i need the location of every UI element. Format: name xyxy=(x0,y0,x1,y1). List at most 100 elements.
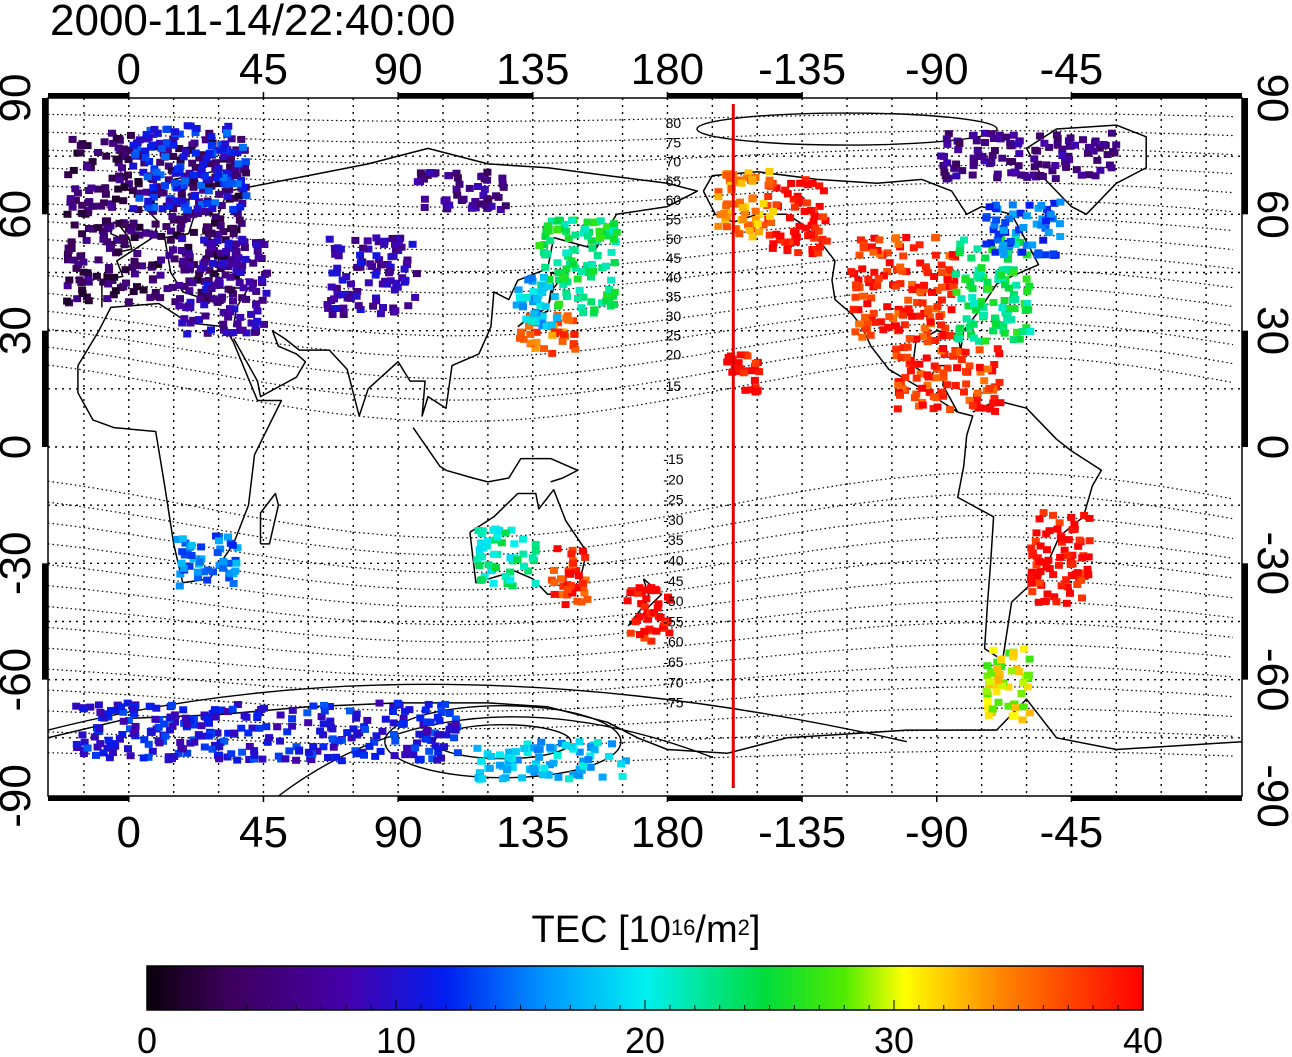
magnetic-contour-line xyxy=(48,320,1234,380)
tec-pixel xyxy=(328,269,337,277)
tec-pixel xyxy=(1035,558,1044,565)
tec-pixel xyxy=(197,722,206,730)
tec-pixel xyxy=(148,261,157,269)
tec-pixel xyxy=(178,197,187,205)
tec-pixel xyxy=(195,316,203,324)
tec-pixel xyxy=(652,627,661,635)
tec-pixel xyxy=(920,324,929,332)
tec-pixel xyxy=(141,147,150,155)
tec-pixel xyxy=(1084,143,1093,151)
tec-pixel xyxy=(924,373,933,381)
tec-pixel xyxy=(228,705,237,713)
colorbar-tick-label: 0 xyxy=(137,1020,157,1057)
tec-pixel xyxy=(177,188,186,196)
tec-pixel xyxy=(122,279,130,287)
tec-pixel xyxy=(164,176,173,184)
tec-pixel xyxy=(962,380,971,388)
tec-pixel xyxy=(492,564,500,572)
tec-pixel xyxy=(156,294,165,302)
tec-pixel xyxy=(103,217,112,225)
tec-pixel xyxy=(995,350,1004,358)
tec-pixel xyxy=(541,263,550,271)
tec-pixel xyxy=(202,285,211,293)
tec-pixel xyxy=(967,254,976,262)
tec-pixel xyxy=(997,271,1006,279)
tec-pixel xyxy=(1099,141,1108,148)
tec-pixel xyxy=(227,155,235,163)
tec-pixel xyxy=(722,171,731,179)
tec-pixel xyxy=(245,742,254,750)
tec-pixel xyxy=(552,314,561,322)
tec-pixel xyxy=(1009,336,1018,344)
tec-pixel xyxy=(1002,133,1010,141)
tec-pixel xyxy=(1053,135,1062,142)
tec-pixel xyxy=(873,281,882,289)
tec-pixel xyxy=(184,243,193,251)
tec-pixel xyxy=(538,312,547,320)
tec-pixel xyxy=(898,385,907,393)
tec-pixel xyxy=(989,135,998,142)
tec-pixel xyxy=(186,319,195,327)
tec-pixel xyxy=(258,755,267,763)
tec-pixel xyxy=(82,293,91,301)
frame-bar-top xyxy=(667,93,803,98)
tec-pixel xyxy=(216,545,225,553)
tec-pixel xyxy=(577,268,586,276)
tec-pixel xyxy=(991,320,1000,328)
tec-pixel xyxy=(923,381,932,389)
tec-pixel xyxy=(952,172,961,180)
tec-pixel xyxy=(228,541,237,549)
tec-pixel xyxy=(152,173,161,181)
tec-pixel xyxy=(869,248,878,256)
tec-pixel xyxy=(965,396,974,404)
tec-pixel xyxy=(647,637,656,645)
tec-pixel xyxy=(151,715,160,723)
tec-pixel xyxy=(444,172,453,180)
tec-pixel xyxy=(1031,146,1040,154)
tec-pixel xyxy=(1071,141,1079,149)
maglat-label: 70 xyxy=(666,154,682,170)
tec-pixel xyxy=(124,298,133,306)
tec-pixel xyxy=(102,152,111,160)
tec-pixel xyxy=(1042,217,1050,225)
tec-pixel xyxy=(78,290,87,297)
tec-pixel xyxy=(540,273,548,281)
tec-pixel xyxy=(348,291,357,299)
tec-pixel xyxy=(955,330,964,338)
tec-pixel xyxy=(561,741,570,749)
maglat-label: -50 xyxy=(663,593,683,609)
tec-pixel xyxy=(970,158,979,166)
tec-pixel xyxy=(231,272,240,280)
tec-pixel xyxy=(197,543,206,551)
tec-pixel xyxy=(506,576,515,584)
tec-pixel xyxy=(443,205,452,213)
tec-pixel xyxy=(214,230,223,238)
tec-pixel xyxy=(938,283,946,291)
tec-pixel xyxy=(775,236,784,244)
tec-pixel xyxy=(450,734,459,742)
tec-pixel xyxy=(89,202,98,210)
tec-pixel xyxy=(216,222,225,230)
tec-pixel xyxy=(347,734,356,742)
tec-pixel xyxy=(1028,551,1037,559)
tec-pixel xyxy=(149,130,158,138)
tec-pixel xyxy=(523,740,532,748)
tec-pixel xyxy=(885,259,894,267)
tec-pixel xyxy=(114,144,123,152)
tec-pixel xyxy=(535,753,544,761)
tec-pixel xyxy=(918,401,927,409)
tec-pixel xyxy=(943,283,952,291)
tec-pixel xyxy=(949,352,958,360)
frame-bar-top xyxy=(1071,93,1242,98)
tec-pixel xyxy=(866,331,875,339)
tec-pixel xyxy=(196,171,205,179)
tec-pixel xyxy=(1035,515,1044,523)
tec-pixel xyxy=(913,299,922,306)
tec-pixel xyxy=(772,184,781,192)
tec-pixel xyxy=(1062,599,1071,607)
tec-pixel xyxy=(245,278,254,286)
tec-pixel xyxy=(983,697,992,705)
tec-pixel xyxy=(391,737,400,745)
tec-pixel xyxy=(972,137,981,145)
tec-pixel xyxy=(181,714,190,722)
